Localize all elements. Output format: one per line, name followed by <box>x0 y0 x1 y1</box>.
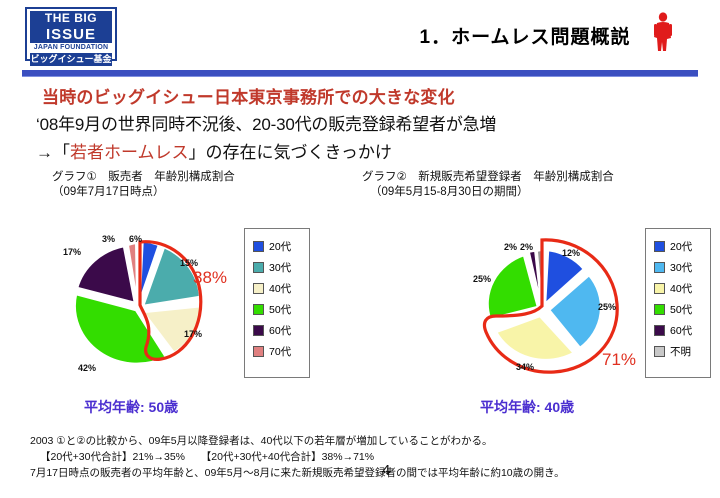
legend2-swatch-50s <box>654 304 665 315</box>
chart-1-caption-sub: （09年7月17日時点） <box>52 186 165 198</box>
chart-1-average-age: 平均年齢: 50歳 <box>84 399 179 415</box>
headline-tertiary-emphasis: 若者ホームレス <box>70 143 189 162</box>
chart-2-pie: 2% 2% 12% 25% 34% 25% <box>462 228 637 378</box>
legend2-item-20s: 20代 <box>654 236 710 257</box>
legend1-item-60s: 60代 <box>253 320 309 341</box>
footnote-line-2: 【20代+30代合計】21%→35% 【20代+30代+40代合計】38%→71… <box>40 451 375 463</box>
pie1-slice-70s <box>126 241 138 302</box>
pie2-slice-60s <box>527 250 542 305</box>
pie2-slice-40s <box>494 314 577 362</box>
legend2-item-unknown: 不明 <box>654 341 710 362</box>
legend1-swatch-50s <box>253 304 264 315</box>
big-issue-logo: THE BIG ISSUE JAPAN FOUNDATION ビッグイシュー基金 <box>25 7 117 66</box>
legend1-item-30s: 30代 <box>253 257 309 278</box>
pie2-label-60s: 2% <box>504 242 518 252</box>
legend1-item-50s: 50代 <box>253 299 309 320</box>
pie1-slice-50s <box>73 292 168 366</box>
pie1-slice-60s <box>75 244 137 305</box>
legend1-label-70s: 70代 <box>269 346 292 358</box>
chart-1-caption: グラフ① 販売者 年齢別構成割合 （09年7月17日時点） <box>52 170 235 200</box>
legend2-item-30s: 30代 <box>654 257 710 278</box>
chart-2-pie-svg <box>482 238 619 374</box>
page-number: 4 <box>382 462 391 479</box>
pie1-highlight-outline <box>138 240 203 361</box>
standing-person-icon <box>654 12 672 51</box>
chart-1-pie: 3% 6% 15% 17% 42% 17% <box>50 225 235 375</box>
legend1-swatch-20s <box>253 241 264 252</box>
legend2-label-50s: 50代 <box>670 304 693 316</box>
page-title: 1．ホームレス問題概説 <box>419 27 631 48</box>
pie2-label-30s: 25% <box>598 302 617 312</box>
chart-1-highlight-percent: 38% <box>193 268 228 287</box>
legend1-swatch-70s <box>253 346 264 357</box>
logo-line-japanese-name: ビッグイシュー基金 <box>30 53 112 66</box>
pie1-label-50s: 42% <box>78 363 97 373</box>
legend1-item-20s: 20代 <box>253 236 309 257</box>
chart-2-legend: 20代 30代 40代 50代 60代 不明 <box>645 228 711 378</box>
chart-1-pie-svg <box>73 239 204 366</box>
pie1-label-70s: 3% <box>102 234 116 244</box>
legend1-swatch-60s <box>253 325 264 336</box>
logo-line-japan-foundation: JAPAN FOUNDATION <box>33 44 109 51</box>
pie1-label-60s: 17% <box>63 247 82 257</box>
legend2-label-60s: 60代 <box>670 325 693 337</box>
pie1-label-20s: 6% <box>129 234 143 244</box>
legend1-label-20s: 20代 <box>269 241 292 253</box>
pie2-slice-50s <box>486 253 540 321</box>
headline-primary: 当時のビッグイシュー日本東京事務所での大きな変化 <box>42 88 455 107</box>
legend2-label-40s: 40代 <box>670 283 693 295</box>
headline-tertiary: →「若者ホームレス」の存在に気づくきっかけ <box>36 138 392 163</box>
chart-2-caption-sub: （09年5月15-8月30日の期間） <box>370 186 529 198</box>
pie1-label-40s: 17% <box>184 329 203 339</box>
legend1-label-30s: 30代 <box>269 262 292 274</box>
headline-secondary: ‘08年9月の世界同時不況後、20-30代の販売登録希望者が急増 <box>36 115 497 134</box>
legend1-item-70s: 70代 <box>253 341 309 362</box>
legend2-item-60s: 60代 <box>654 320 710 341</box>
footnote-line-1: 2003 ①と②の比較から、09年5月以降登録者は、40代以下の若年層が増加して… <box>30 435 493 447</box>
legend1-label-40s: 40代 <box>269 283 292 295</box>
logo-line-the-big: THE BIG <box>30 11 112 26</box>
header-divider <box>22 70 698 77</box>
legend2-label-30s: 30代 <box>670 262 693 274</box>
legend2-label-20s: 20代 <box>670 241 693 253</box>
headline-tertiary-suffix: 」の存在に気づくきっかけ <box>188 143 392 162</box>
legend1-label-50s: 50代 <box>269 304 292 316</box>
pie1-label-30s: 15% <box>180 258 199 268</box>
legend2-swatch-20s <box>654 241 665 252</box>
pie2-label-unknown: 2% <box>520 242 534 252</box>
chart-2-caption-main: グラフ② 新規販売希望登録者 年齢別構成割合 <box>362 171 614 183</box>
legend2-swatch-40s <box>654 283 665 294</box>
legend1-label-60s: 60代 <box>269 325 292 337</box>
footnote-line-3: 7月17日時点の販売者の平均年齢と、09年5月～8月に来た新規販売希望登録者の間… <box>30 467 565 479</box>
headline-tertiary-prefix: →「 <box>36 143 70 162</box>
pie2-slice-20s <box>543 248 586 307</box>
legend1-swatch-30s <box>253 262 264 273</box>
chart-1-legend: 20代 30代 40代 50代 60代 70代 <box>244 228 310 378</box>
pie2-slice-30s <box>547 273 603 350</box>
chart-2-caption: グラフ② 新規販売希望登録者 年齢別構成割合 （09年5月15-8月30日の期間… <box>362 170 614 200</box>
legend1-item-40s: 40代 <box>253 278 309 299</box>
chart-1-caption-main: グラフ① 販売者 年齢別構成割合 <box>52 171 235 183</box>
legend2-item-50s: 50代 <box>654 299 710 320</box>
legend2-swatch-unknown <box>654 346 665 357</box>
legend2-swatch-30s <box>654 262 665 273</box>
pie2-highlight-outline <box>482 238 619 374</box>
chart-2-highlight-percent: 71% <box>602 350 637 369</box>
logo-line-issue: ISSUE <box>30 26 112 43</box>
pie2-label-40s: 34% <box>516 362 535 372</box>
pie2-label-20s: 12% <box>562 248 581 258</box>
pie2-label-50s: 25% <box>473 274 492 284</box>
legend2-item-40s: 40代 <box>654 278 710 299</box>
chart-2-average-age: 平均年齢: 40歳 <box>480 399 575 415</box>
legend2-label-unknown: 不明 <box>670 346 691 358</box>
legend2-swatch-60s <box>654 325 665 336</box>
legend1-swatch-40s <box>253 283 264 294</box>
